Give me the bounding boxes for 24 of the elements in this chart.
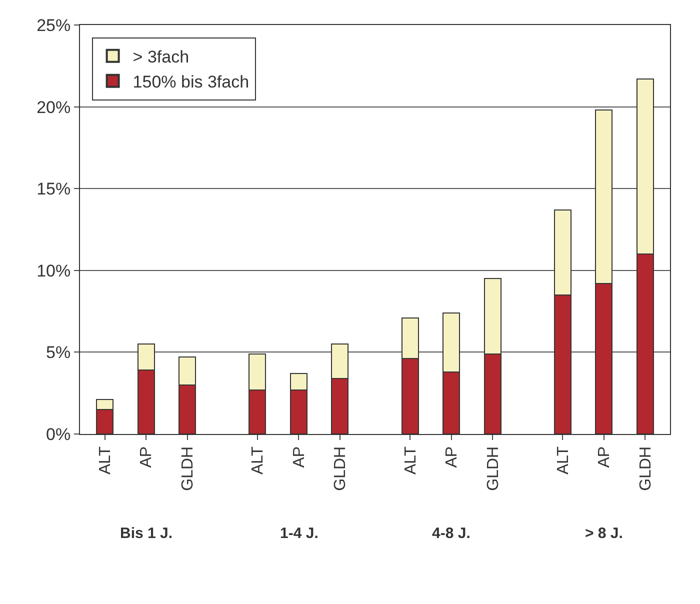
x-tick-label: GLDH [637,446,654,491]
x-tick-label: GLDH [484,446,502,491]
text: Bis 1 J. [120,525,173,542]
y-tick-label: 5% [46,343,71,362]
x-tick-label: ALT [402,446,420,475]
text: > 8 J. [585,525,623,542]
text: 1-4 J. [280,525,318,542]
x-tick-label: ALT [250,446,267,475]
legend-label: > 3fach [132,47,190,66]
legend-label: 150% bis 3fach [132,72,250,92]
y-tick-label: 10% [36,261,71,280]
x-tick-label: ALT [554,446,572,475]
y-tick-label: 0% [46,424,71,444]
text: 4-8 J. [432,525,470,542]
x-tick-label: AP [138,446,156,468]
y-tick-label: 25% [36,16,71,35]
x-tick-label: GLDH [179,446,196,491]
x-tick-label: AP [444,446,461,468]
y-tick-label: 20% [36,98,71,117]
x-tick-label: AP [290,446,308,468]
x-tick-label: ALT [96,446,114,475]
x-tick-label: GLDH [332,446,350,491]
x-tick-label: AP [596,446,614,468]
y-tick-label: 15% [36,180,71,199]
